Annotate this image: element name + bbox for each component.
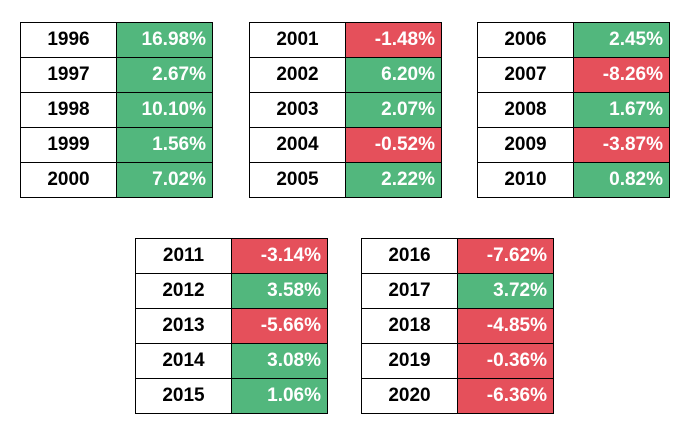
- year-cell: 2009: [477, 127, 574, 163]
- table-row: 2009 -3.87%: [477, 127, 670, 163]
- negative-return-cell: -1.48%: [345, 22, 442, 58]
- year-cell: 2017: [361, 273, 458, 309]
- negative-return-cell: -0.52%: [345, 127, 442, 163]
- table-row: 2015 1.06%: [135, 378, 328, 414]
- table-row: 2020 -6.36%: [361, 378, 554, 414]
- year-cell: 2013: [135, 308, 232, 344]
- year-cell: 2018: [361, 308, 458, 344]
- year-cell: 2005: [249, 162, 346, 198]
- returns-table-2011-2015: 2011 -3.14% 2012 3.58% 2013 -5.66% 2014 3.08% 20…: [135, 238, 328, 414]
- table-row: 1996 16.98%: [20, 22, 213, 58]
- positive-return-cell: 1.67%: [573, 92, 670, 128]
- table-row: 2008 1.67%: [477, 92, 670, 128]
- year-cell: 2019: [361, 343, 458, 379]
- table-row: 1997 2.67%: [20, 57, 213, 93]
- table-row: 2010 0.82%: [477, 162, 670, 198]
- negative-return-cell: -8.26%: [573, 57, 670, 93]
- table-row: 2019 -0.36%: [361, 343, 554, 379]
- year-cell: 2003: [249, 92, 346, 128]
- table-row: 2011 -3.14%: [135, 238, 328, 274]
- year-cell: 2001: [249, 22, 346, 58]
- positive-return-cell: 6.20%: [345, 57, 442, 93]
- table-row: 2017 3.72%: [361, 273, 554, 309]
- positive-return-cell: 2.07%: [345, 92, 442, 128]
- table-row: 1999 1.56%: [20, 127, 213, 163]
- year-cell: 2010: [477, 162, 574, 198]
- table-row: 1998 10.10%: [20, 92, 213, 128]
- year-cell: 1999: [20, 127, 117, 163]
- table-row: 2014 3.08%: [135, 343, 328, 379]
- positive-return-cell: 3.08%: [231, 343, 328, 379]
- year-cell: 2016: [361, 238, 458, 274]
- table-row: 2018 -4.85%: [361, 308, 554, 344]
- table-row: 2013 -5.66%: [135, 308, 328, 344]
- year-cell: 2015: [135, 378, 232, 414]
- positive-return-cell: 7.02%: [116, 162, 213, 198]
- returns-table-2001-2005: 2001 -1.48% 2002 6.20% 2003 2.07% 2004 -0.52% 20…: [249, 22, 442, 198]
- year-cell: 2004: [249, 127, 346, 163]
- negative-return-cell: -7.62%: [457, 238, 554, 274]
- positive-return-cell: 1.06%: [231, 378, 328, 414]
- year-cell: 1996: [20, 22, 117, 58]
- table-row: 2001 -1.48%: [249, 22, 442, 58]
- table-row: 2012 3.58%: [135, 273, 328, 309]
- positive-return-cell: 1.56%: [116, 127, 213, 163]
- year-cell: 2011: [135, 238, 232, 274]
- positive-return-cell: 16.98%: [116, 22, 213, 58]
- table-row: 2002 6.20%: [249, 57, 442, 93]
- returns-table-2016-2020: 2016 -7.62% 2017 3.72% 2018 -4.85% 2019 -0.36% 2…: [361, 238, 554, 414]
- positive-return-cell: 10.10%: [116, 92, 213, 128]
- year-cell: 1998: [20, 92, 117, 128]
- table-row: 2006 2.45%: [477, 22, 670, 58]
- table-row: 2007 -8.26%: [477, 57, 670, 93]
- negative-return-cell: -3.14%: [231, 238, 328, 274]
- year-cell: 2008: [477, 92, 574, 128]
- year-cell: 2002: [249, 57, 346, 93]
- returns-table-1996-2000: 1996 16.98% 1997 2.67% 1998 10.10% 1999 1.56% 20…: [20, 22, 213, 198]
- table-row: 2005 2.22%: [249, 162, 442, 198]
- positive-return-cell: 0.82%: [573, 162, 670, 198]
- returns-table-2006-2010: 2006 2.45% 2007 -8.26% 2008 1.67% 2009 -3.87% 20…: [477, 22, 670, 198]
- year-cell: 2000: [20, 162, 117, 198]
- positive-return-cell: 2.67%: [116, 57, 213, 93]
- table-row: 2016 -7.62%: [361, 238, 554, 274]
- year-cell: 2012: [135, 273, 232, 309]
- negative-return-cell: -4.85%: [457, 308, 554, 344]
- year-cell: 2014: [135, 343, 232, 379]
- negative-return-cell: -5.66%: [231, 308, 328, 344]
- year-cell: 2006: [477, 22, 574, 58]
- negative-return-cell: -3.87%: [573, 127, 670, 163]
- table-row: 2003 2.07%: [249, 92, 442, 128]
- year-cell: 2020: [361, 378, 458, 414]
- year-cell: 1997: [20, 57, 117, 93]
- year-cell: 2007: [477, 57, 574, 93]
- negative-return-cell: -0.36%: [457, 343, 554, 379]
- table-row: 2000 7.02%: [20, 162, 213, 198]
- positive-return-cell: 3.72%: [457, 273, 554, 309]
- table-row: 2004 -0.52%: [249, 127, 442, 163]
- positive-return-cell: 2.45%: [573, 22, 670, 58]
- negative-return-cell: -6.36%: [457, 378, 554, 414]
- positive-return-cell: 3.58%: [231, 273, 328, 309]
- positive-return-cell: 2.22%: [345, 162, 442, 198]
